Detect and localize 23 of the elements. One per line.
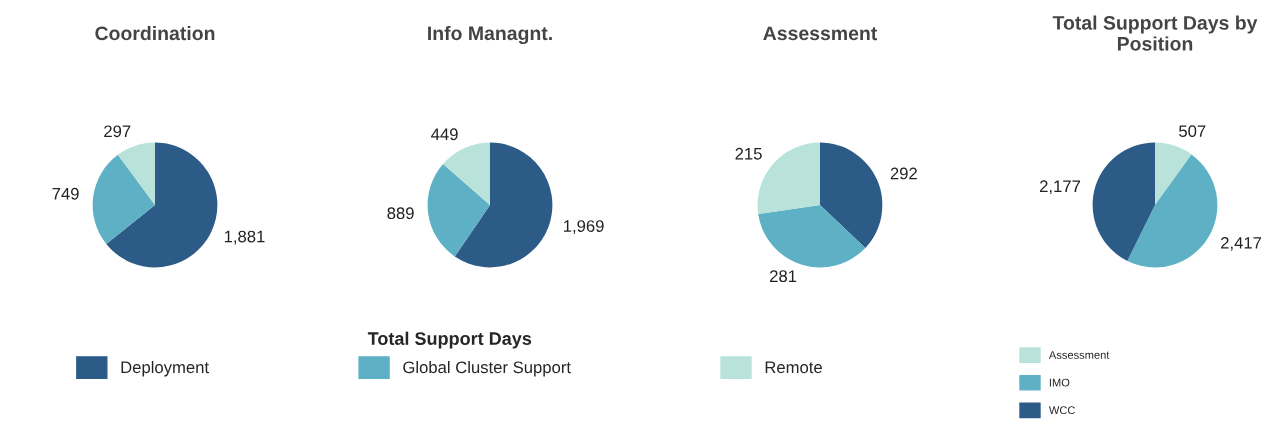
legend-label: Global Cluster Support bbox=[403, 360, 571, 377]
data-label: 507 bbox=[1179, 125, 1206, 138]
legend-label: IMO bbox=[1049, 378, 1070, 387]
data-label: 2,177 bbox=[1040, 180, 1081, 195]
data-label: 889 bbox=[387, 207, 414, 220]
chart-title: Coordination bbox=[95, 25, 215, 41]
legend-label: Remote bbox=[765, 361, 822, 374]
data-label: 2,417 bbox=[1221, 236, 1262, 251]
data-label: 297 bbox=[104, 125, 131, 138]
legend-label: Deployment bbox=[121, 360, 209, 377]
data-label: 281 bbox=[770, 270, 797, 283]
chart-title: Total Support Days by Position bbox=[1052, 15, 1258, 51]
chart-title: Assessment bbox=[763, 26, 878, 41]
data-label: 215 bbox=[735, 147, 762, 160]
data-label: 749 bbox=[52, 187, 79, 200]
data-label: 292 bbox=[890, 167, 917, 180]
data-label: 1,969 bbox=[564, 220, 604, 234]
data-label: 449 bbox=[431, 128, 458, 141]
legend-label: Assessment bbox=[1048, 351, 1110, 359]
legend-label: WCC bbox=[1048, 406, 1075, 415]
data-label: 1,881 bbox=[224, 230, 265, 245]
chart-title: Info Managnt. bbox=[428, 25, 552, 45]
legend-title: Total Support Days bbox=[367, 331, 532, 349]
